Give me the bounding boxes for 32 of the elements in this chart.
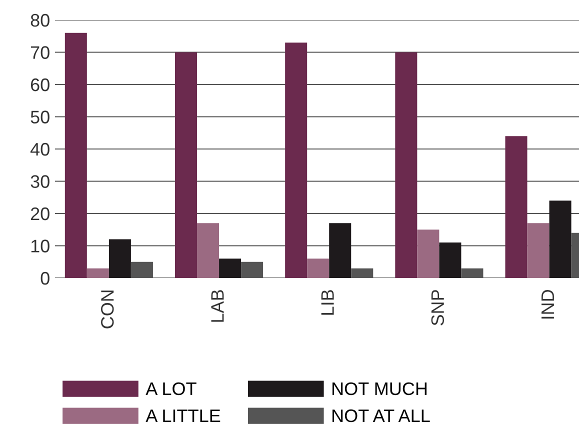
bar [505,136,528,278]
bar [395,52,418,278]
legend-label: A LITTLE [146,410,220,422]
bar [285,42,308,278]
bar [307,258,330,278]
y-tick-label: 0 [40,272,50,285]
x-tick-label: LIB [321,290,334,315]
y-tick-label: 30 [30,175,50,188]
y-tick-label: 40 [30,142,50,156]
legend-label: A LOT [146,382,196,396]
x-tick-label: SNP [431,290,444,326]
bar [527,223,550,278]
bar [197,223,220,278]
x-tick-label: IND [542,290,554,319]
y-tick-label: 80 [30,14,50,27]
bar [108,239,131,278]
legend-label: NOT MUCH [332,382,427,396]
x-tick-label: LAB [211,290,224,322]
y-tick-label: 60 [30,78,50,92]
x-tick-label: CON [101,290,114,328]
y-tick-label: 70 [30,46,50,59]
bar [174,52,198,278]
bar [417,230,440,278]
bar [219,258,242,278]
y-tick-label: 10 [31,240,50,252]
bar [439,242,462,278]
bar [86,268,109,278]
y-tick-label: 20 [30,207,50,220]
y-tick-label: 50 [30,110,50,124]
bar [329,223,352,278]
legend-label: NOT AT ALL [332,409,430,422]
bar [64,32,87,278]
